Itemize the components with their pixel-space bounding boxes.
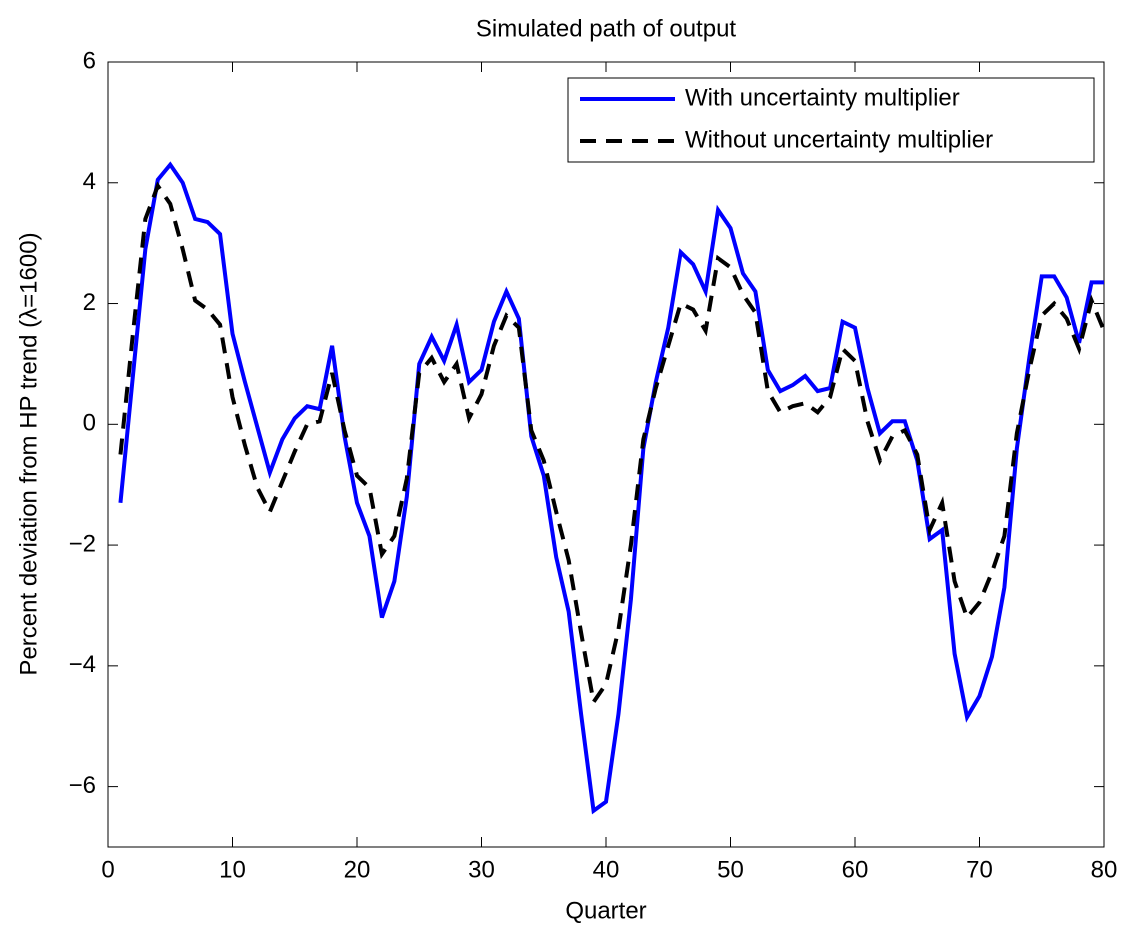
legend-box xyxy=(567,77,1095,163)
x-tick-label: 30 xyxy=(468,856,495,883)
y-tick-label: 6 xyxy=(83,47,96,74)
x-tick-label: 70 xyxy=(966,856,993,883)
x-tick-label: 80 xyxy=(1091,856,1118,883)
x-tick-label: 0 xyxy=(101,856,114,883)
x-tick-label: 50 xyxy=(717,856,744,883)
x-tick-label: 40 xyxy=(593,856,620,883)
x-tick-label: 10 xyxy=(219,856,246,883)
y-tick-label: 2 xyxy=(83,289,96,316)
y-tick-label: −4 xyxy=(69,651,96,678)
series-line xyxy=(118,181,1106,708)
series-line xyxy=(118,161,1104,815)
y-tick-label: −6 xyxy=(69,772,96,799)
x-tick-label: 20 xyxy=(344,856,371,883)
x-tick-label: 60 xyxy=(842,856,869,883)
y-tick-label: 0 xyxy=(83,410,96,437)
legend-label: With uncertainty multiplier xyxy=(685,84,960,111)
x-axis-label: Quarter xyxy=(565,897,646,924)
y-tick-label: 4 xyxy=(83,168,96,195)
chart-title: Simulated path of output xyxy=(476,15,737,42)
y-tick-label: −2 xyxy=(69,530,96,557)
plot-frame xyxy=(107,61,1105,848)
y-axis-label: Percent deviation from HP trend (λ=1600) xyxy=(15,232,42,675)
legend-label: Without uncertainty multiplier xyxy=(685,126,993,153)
